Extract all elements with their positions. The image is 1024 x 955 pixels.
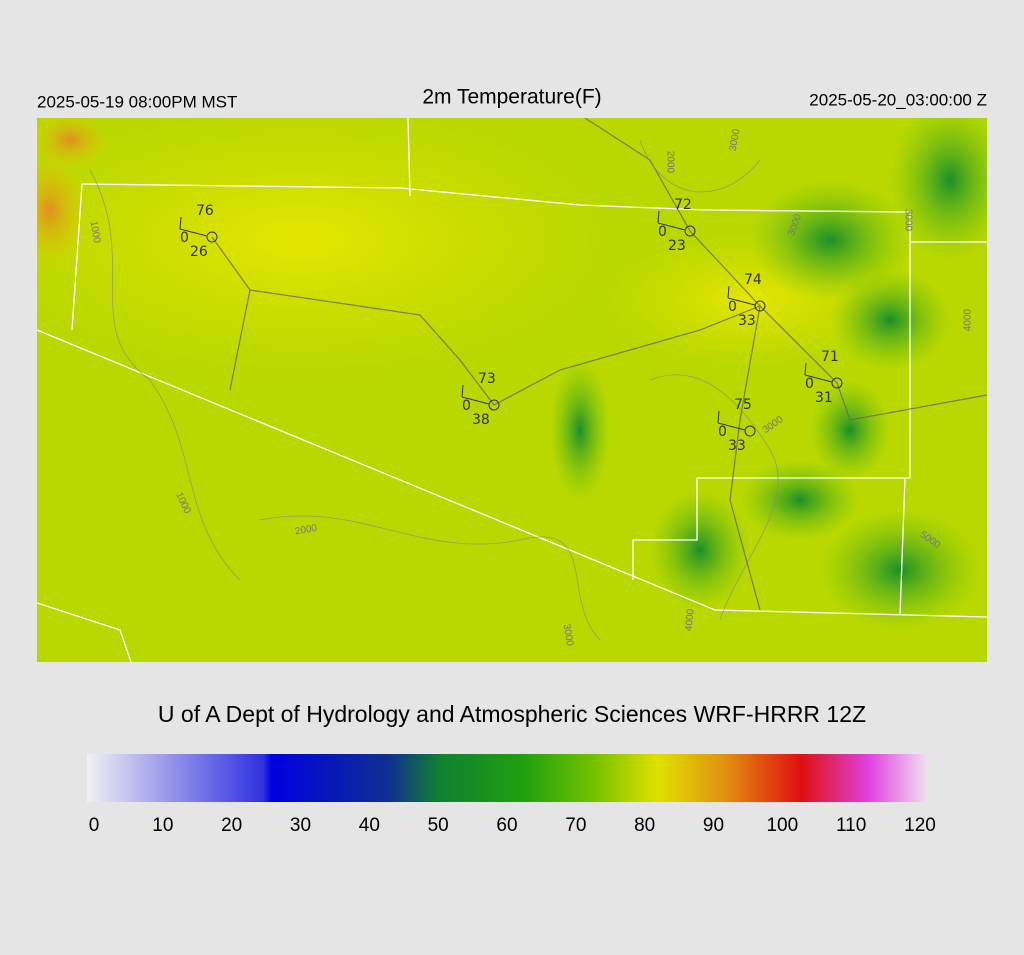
temperature: 73 (478, 371, 496, 387)
station-marker (684, 225, 696, 237)
valid-time: 2025-05-20_03:00:00 Z (809, 90, 987, 109)
colorbar-tick-label: 110 (836, 815, 866, 836)
wind-speed: 0 (805, 376, 814, 392)
wind-barb (657, 222, 686, 231)
dewpoint: 26 (190, 244, 208, 260)
wind-barb (461, 396, 490, 405)
contour-label: 3000 (902, 209, 913, 232)
station-marker (206, 231, 218, 243)
station-marker (488, 399, 500, 411)
colorbar-tick-label: 100 (766, 815, 798, 836)
station-marker (831, 377, 843, 389)
contour-label: 4000 (684, 608, 697, 632)
colorbar-tick-label: 10 (152, 815, 173, 836)
wind-barb (727, 297, 756, 306)
contour-label: 4000 (963, 308, 974, 331)
temperature: 75 (734, 397, 752, 413)
station-marker (744, 425, 756, 437)
colorbar-tick-label: 20 (221, 815, 242, 836)
wind-barb (179, 216, 182, 230)
colorbar (87, 754, 927, 802)
wind-barb (657, 210, 660, 224)
colorbar-tick-label: 40 (359, 815, 380, 836)
wind-speed: 0 (462, 398, 471, 414)
colorbar-tick-label: 90 (703, 815, 724, 836)
colorbar-tick-label: 0 (89, 815, 100, 836)
map-title: 2m Temperature(F) (422, 86, 601, 109)
wind-barb (461, 384, 464, 398)
wind-barb (717, 410, 720, 424)
contour-label: 3000 (728, 128, 743, 152)
wind-barb (179, 228, 208, 237)
station-marker (754, 300, 766, 312)
wind-barb (727, 285, 730, 299)
colorbar-ticks: 0 10 20 30 40 50 60 70 80 90 100 110 120 (89, 802, 936, 836)
wind-speed: 0 (718, 424, 727, 440)
contour-label: 3000 (561, 623, 576, 647)
dewpoint: 38 (472, 412, 490, 428)
temperature: 76 (196, 203, 214, 219)
footer: U of A Dept of Hydrology and Atmospheric… (158, 701, 866, 727)
colorbar-tick-label: 120 (904, 815, 936, 836)
local-time: 2025-05-19 08:00PM MST (37, 92, 237, 111)
wind-barb (804, 362, 807, 376)
wind-speed: 0 (658, 224, 667, 240)
dewpoint: 23 (668, 238, 686, 254)
colorbar-tick-label: 30 (290, 815, 311, 836)
wind-speed: 0 (728, 299, 737, 315)
map (37, 118, 987, 662)
colorbar-tick-label: 50 (428, 815, 449, 836)
contour-label: 2000 (294, 523, 318, 538)
temperature: 72 (674, 197, 692, 213)
contour-label: 1000 (88, 220, 103, 244)
colorbar-tick-label: 80 (634, 815, 655, 836)
contour-label: 2000 (664, 151, 675, 174)
dewpoint: 33 (728, 438, 746, 454)
dewpoint: 33 (738, 313, 756, 329)
colorbar-tick-label: 70 (565, 815, 586, 836)
temperature: 71 (821, 349, 839, 365)
temperature: 74 (744, 272, 762, 288)
wind-barb (717, 422, 746, 431)
dewpoint: 31 (815, 390, 833, 406)
wind-barb (804, 374, 833, 383)
wind-speed: 0 (180, 230, 189, 246)
colorbar-tick-label: 60 (496, 815, 517, 836)
